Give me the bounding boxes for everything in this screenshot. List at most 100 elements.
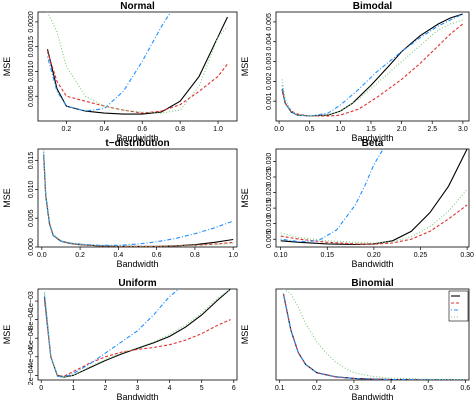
- series-line-2: [282, 293, 466, 380]
- x-tick-label: 0.20: [367, 252, 381, 259]
- series-line-3: [282, 293, 466, 380]
- series-line-1: [282, 293, 466, 380]
- series-line-2: [43, 154, 234, 247]
- panel-2: Bimodal Bandwidth MSE 0.0 0.5 1.0 1.5 2.0 2.5 3.0…: [240, 1, 470, 143]
- panel-title: t−distribution: [105, 138, 169, 149]
- x-tick-label: 0.1: [275, 385, 285, 392]
- series-group: [43, 150, 234, 247]
- x-axis-label: Bandwidth: [116, 259, 158, 269]
- y-tick-label: 0.020: [266, 184, 273, 202]
- x-tick-label: 0.3: [349, 385, 359, 392]
- series-line-2: [281, 23, 464, 117]
- y-axis-label: MSE: [240, 325, 250, 345]
- panel-title: Bimodal: [353, 1, 393, 12]
- x-tick-label: 3.0: [458, 126, 468, 133]
- plot-frame: [37, 148, 238, 248]
- plot-frame: [275, 288, 470, 381]
- plot-frame: [37, 11, 238, 122]
- y-tick-label: 0.002: [266, 73, 273, 91]
- panel-title: Beta: [362, 138, 384, 149]
- y-tick-label: 0.015: [28, 152, 35, 170]
- series-line-2: [46, 51, 228, 114]
- panel-3: t−distribution Bandwidth MSE 0.0 0.2 0.4 0.6 0.…: [2, 138, 238, 269]
- x-tick-label: 0.25: [414, 252, 428, 259]
- series-line-1: [46, 16, 228, 115]
- y-tick-label: 8e−04: [28, 310, 35, 330]
- x-tick-label: 0.6: [152, 252, 162, 259]
- x-tick-label: 0.30: [460, 252, 474, 259]
- series-line-3: [281, 13, 464, 117]
- y-tick-label: 1e−03: [28, 291, 35, 311]
- y-tick-label: 6e−04: [28, 328, 35, 348]
- x-tick-label: 0.15: [320, 252, 334, 259]
- y-axis-label: MSE: [2, 57, 12, 77]
- y-axis-label: MSE: [240, 57, 250, 77]
- x-tick-label: 0.0: [37, 252, 47, 259]
- y-tick-label: 2e−04: [28, 365, 35, 385]
- series-group: [43, 289, 231, 378]
- series-line-3: [43, 289, 180, 378]
- x-tick-label: 1.5: [366, 126, 376, 133]
- series-line-3: [46, 12, 172, 112]
- x-tick-label: 6: [232, 385, 236, 392]
- y-tick-label: 0.005: [28, 209, 35, 227]
- x-tick-label: 2.0: [397, 126, 407, 133]
- y-tick-label: 0.003: [266, 53, 273, 71]
- x-tick-label: 0: [39, 385, 43, 392]
- x-tick-label: 3: [136, 385, 140, 392]
- x-tick-label: 4: [168, 385, 172, 392]
- series-line-1: [281, 13, 464, 117]
- y-tick-label: 0.005: [266, 230, 273, 248]
- x-axis-label: Bandwidth: [351, 392, 393, 402]
- x-tick-label: 1: [71, 385, 75, 392]
- series-line-2: [280, 204, 468, 245]
- x-tick-label: 2.5: [427, 126, 437, 133]
- series-line-4: [280, 189, 468, 244]
- x-tick-label: 0.2: [62, 126, 72, 133]
- x-tick-label: 0.6: [137, 126, 147, 133]
- x-tick-label: 0.10: [274, 252, 288, 259]
- series-group: [281, 13, 464, 117]
- plot-frame: [275, 148, 470, 248]
- panel-1: Normal Bandwidth MSE 0.2 0.4 0.6 0.8 1.0 0.0005 0…: [2, 1, 238, 143]
- x-tick-label: 1.0: [228, 252, 238, 259]
- x-tick-label: 0.4: [386, 385, 396, 392]
- series-line-1: [43, 154, 234, 247]
- y-axis-label: MSE: [240, 188, 250, 208]
- y-tick-label: 0.0015: [28, 36, 35, 58]
- x-tick-label: 1.0: [335, 126, 345, 133]
- y-axis-label: MSE: [2, 188, 12, 208]
- series-line-4: [43, 150, 234, 247]
- x-tick-label: 0.6: [460, 385, 470, 392]
- panel-title: Binomial: [351, 278, 393, 289]
- x-tick-label: 0.2: [75, 252, 85, 259]
- series-line-4: [283, 289, 466, 380]
- x-tick-label: 0.2: [312, 385, 322, 392]
- plot-frame: [275, 11, 470, 122]
- legend-box: [448, 290, 469, 322]
- series-line-4: [281, 19, 464, 117]
- y-tick-label: 0.015: [266, 199, 273, 217]
- y-axis-label: MSE: [2, 325, 12, 345]
- series-group: [282, 289, 466, 380]
- panel-4: Beta Bandwidth MSE 0.10 0.15 0.20 0.25 0.30 0.00…: [240, 138, 474, 269]
- legend: [448, 290, 469, 322]
- series-line-3: [280, 149, 384, 243]
- series-line-4: [47, 12, 228, 114]
- x-tick-label: 1.0: [213, 126, 223, 133]
- y-tick-label: 0.0010: [28, 61, 35, 83]
- x-axis-label: Bandwidth: [116, 133, 158, 143]
- y-tick-label: 0.025: [266, 168, 273, 186]
- y-tick-label: 0.004: [266, 33, 273, 51]
- x-tick-label: 0.8: [175, 126, 185, 133]
- x-tick-label: 0.8: [190, 252, 200, 259]
- series-group: [280, 149, 468, 246]
- x-tick-label: 0.4: [113, 252, 123, 259]
- x-axis-label: Bandwidth: [116, 392, 158, 402]
- y-tick-label: 0.005: [266, 13, 273, 31]
- x-axis-label: Bandwidth: [351, 133, 393, 143]
- series-line-3: [43, 151, 234, 246]
- panel-6: Binomial Bandwidth MSE 0.1 0.2 0.3 0.4 0.5 0.6: [240, 278, 470, 402]
- panel-5: Uniform Bandwidth MSE 0 1 2 3 4 5 6 2e−044e−046e−0…: [2, 278, 238, 402]
